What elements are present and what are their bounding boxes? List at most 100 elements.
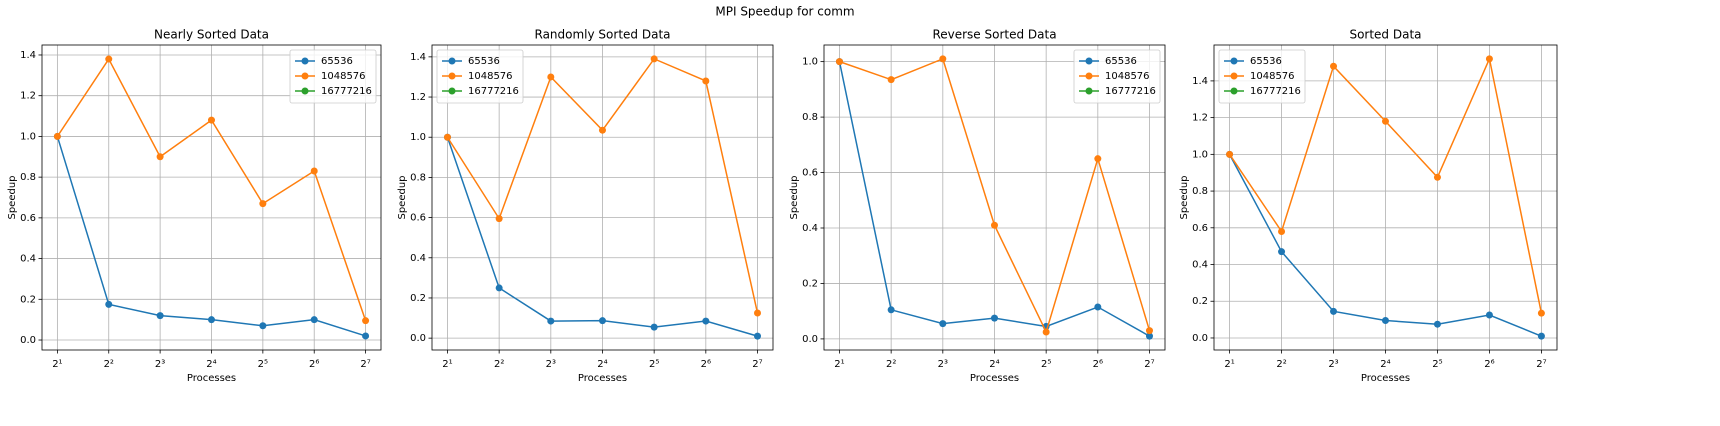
y-tick-label: 1.4 xyxy=(1192,76,1208,87)
data-point xyxy=(1433,320,1441,328)
y-axis-label: Speedup xyxy=(397,175,408,219)
data-point xyxy=(753,332,761,340)
x-tick-label: 2⁴ xyxy=(989,359,999,370)
y-tick-label: 1.4 xyxy=(410,52,426,63)
y-tick-label: 0.4 xyxy=(20,254,36,265)
data-point xyxy=(1145,327,1153,335)
y-tick-label: 0.8 xyxy=(410,172,426,183)
legend-marker xyxy=(1230,57,1238,65)
data-point xyxy=(650,323,658,331)
legend-marker xyxy=(448,57,456,65)
data-point xyxy=(887,306,895,314)
x-tick-label: 2¹ xyxy=(834,359,844,370)
legend-frame xyxy=(1073,49,1161,104)
x-tick-label: 2⁴ xyxy=(206,359,216,370)
y-tick-label: 0.2 xyxy=(20,294,36,305)
subplot-title: Reverse Sorted Data xyxy=(932,28,1056,42)
x-axis-label: Processes xyxy=(578,373,627,384)
x-tick-label: 2⁵ xyxy=(258,359,268,370)
subplot: 0.0 0.2 0.4 0.6 0.8 1.0 1.2 1.4 2¹ 2² 2³ 2⁴ 2⁵ 2⁶ 2⁷ So… xyxy=(1179,28,1558,384)
data-point xyxy=(105,300,113,308)
x-tick-label: 2⁷ xyxy=(360,359,370,370)
x-tick-label: 2⁷ xyxy=(1536,359,1546,370)
data-point xyxy=(547,317,555,325)
data-point xyxy=(1537,332,1545,340)
y-tick-label: 1.0 xyxy=(802,57,818,68)
x-tick-label: 2³ xyxy=(546,359,556,370)
x-tick-label: 2² xyxy=(104,359,114,370)
data-point xyxy=(702,77,710,85)
y-tick-label: 0.4 xyxy=(1192,260,1208,271)
data-point xyxy=(156,153,164,161)
data-point xyxy=(1485,311,1493,319)
x-axis-label: Processes xyxy=(1361,373,1410,384)
x-axis-label: Processes xyxy=(187,373,236,384)
y-tick-label: 0.0 xyxy=(1192,333,1208,344)
legend-label: 16777216 xyxy=(1105,86,1156,97)
x-tick-label: 2² xyxy=(494,359,504,370)
legend: 65536 1048576 16777216 xyxy=(289,49,377,104)
axes-frame xyxy=(431,44,774,351)
legend-marker xyxy=(448,72,456,80)
legend-label: 65536 xyxy=(1250,56,1282,67)
data-point xyxy=(990,314,998,322)
x-tick-label: 2⁴ xyxy=(1380,359,1390,370)
data-point xyxy=(1226,150,1234,158)
legend-marker xyxy=(301,87,309,95)
y-tick-label: 1.0 xyxy=(410,132,426,143)
data-point xyxy=(1094,155,1102,163)
x-axis-label: Processes xyxy=(970,373,1019,384)
axes-frame xyxy=(1213,44,1558,351)
legend: 65536 1048576 16777216 xyxy=(436,49,524,104)
data-point xyxy=(495,284,503,292)
data-point xyxy=(753,309,761,317)
y-tick-label: 1.2 xyxy=(410,92,426,103)
x-tick-label: 2⁷ xyxy=(1144,359,1154,370)
data-point xyxy=(1381,317,1389,325)
legend-marker xyxy=(1085,72,1093,80)
legend: 65536 1048576 16777216 xyxy=(1073,49,1161,104)
legend-label: 16777216 xyxy=(1250,86,1301,97)
data-point xyxy=(310,316,318,324)
data-point xyxy=(207,116,215,124)
data-point xyxy=(1330,62,1338,70)
data-point xyxy=(598,126,606,134)
y-tick-label: 0.0 xyxy=(802,334,818,345)
x-tick-label: 2⁶ xyxy=(701,359,711,370)
legend-label: 1048576 xyxy=(321,71,366,82)
x-tick-label: 2⁶ xyxy=(1484,359,1494,370)
data-point xyxy=(598,317,606,325)
legend-label: 16777216 xyxy=(321,86,372,97)
x-tick-label: 2⁶ xyxy=(309,359,319,370)
x-tick-label: 2³ xyxy=(938,359,948,370)
legend-marker xyxy=(301,72,309,80)
axes-frame xyxy=(41,44,382,351)
y-axis-label: Speedup xyxy=(1179,175,1190,219)
y-tick-label: 0.8 xyxy=(1192,186,1208,197)
x-tick-label: 2¹ xyxy=(52,359,62,370)
data-point xyxy=(443,133,451,141)
data-point xyxy=(156,312,164,320)
data-point xyxy=(1485,55,1493,63)
subplot: 0.0 0.2 0.4 0.6 0.8 1.0 1.2 1.4 2¹ 2² 2³ 2⁴ 2⁵ 2⁶ 2⁷ Ra… xyxy=(397,28,774,384)
data-point xyxy=(1145,332,1153,340)
y-tick-label: 0.0 xyxy=(20,335,36,346)
subplot: 0.0 0.2 0.4 0.6 0.8 1.0 1.2 1.4 2¹ 2² 2³ 2⁴ 2⁵ 2⁶ 2⁷ Ne… xyxy=(7,28,382,384)
data-point xyxy=(495,215,503,223)
legend-marker xyxy=(1085,87,1093,95)
data-point xyxy=(1042,328,1050,336)
x-tick-label: 2³ xyxy=(155,359,165,370)
x-tick-label: 2¹ xyxy=(1224,359,1234,370)
data-point xyxy=(1433,173,1441,181)
data-point xyxy=(259,322,267,330)
y-tick-label: 1.0 xyxy=(20,131,36,142)
legend-marker xyxy=(1230,72,1238,80)
data-point xyxy=(1381,117,1389,125)
x-tick-label: 2⁵ xyxy=(649,359,659,370)
y-tick-label: 1.4 xyxy=(20,50,36,61)
data-point xyxy=(1094,303,1102,311)
data-point xyxy=(939,320,947,328)
x-tick-label: 2³ xyxy=(1328,359,1338,370)
x-tick-label: 2² xyxy=(886,359,896,370)
